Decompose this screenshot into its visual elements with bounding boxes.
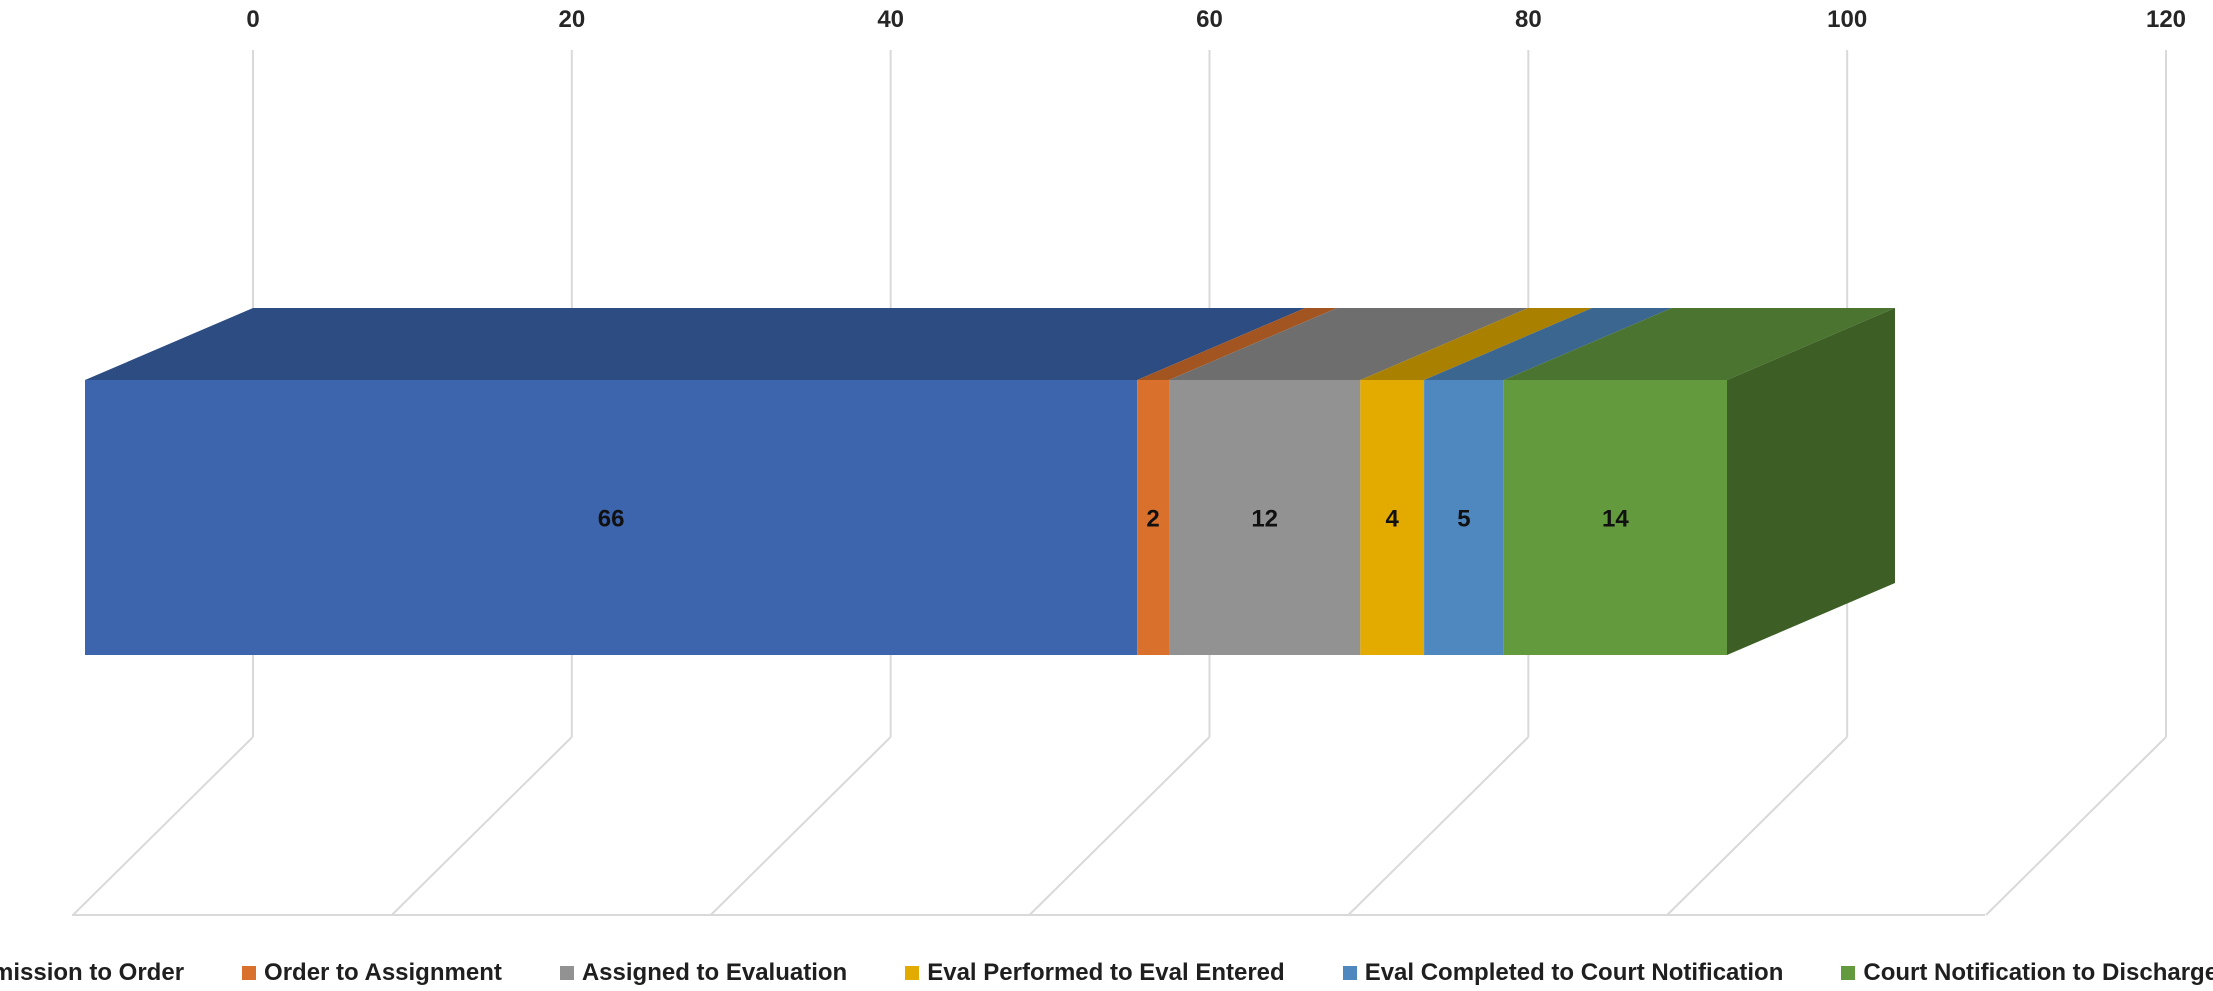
legend-item: Admission to Order [0, 959, 184, 987]
x-tick-label: 40 [877, 6, 904, 33]
legend-item: Eval Performed to Eval Entered [905, 959, 1285, 987]
bar-segments [85, 308, 1895, 655]
gridline-floor [1347, 736, 1530, 916]
x-tick-label: 60 [1196, 6, 1223, 33]
data-label: 66 [598, 506, 625, 533]
bar-front-face [85, 380, 1138, 655]
legend-label: Court Notification to Discharge [1863, 959, 2213, 986]
legend-item: Order to Assignment [242, 959, 502, 987]
data-label: 5 [1457, 506, 1470, 533]
bar-top-face [85, 308, 1306, 380]
data-labels: 66 2 12 4 5 14 [598, 506, 1630, 533]
legend-item: Court Notification to Discharge [1841, 959, 2213, 987]
legend-swatch [905, 966, 920, 980]
bar-front-face [1424, 380, 1504, 655]
bar-segment [85, 308, 1306, 655]
legend-item: Eval Completed to Court Notification [1342, 959, 1784, 987]
gridline-floor [391, 736, 573, 916]
legend-label: Eval Performed to Eval Entered [927, 959, 1285, 986]
legend-label: Admission to Order [0, 959, 185, 986]
x-tick-label: 80 [1515, 6, 1542, 33]
bar-segment [1360, 308, 1593, 655]
x-tick-label: 120 [2146, 6, 2186, 33]
gridline-floor [72, 736, 254, 916]
axis-tick-labels: 0 20 40 60 80 100 120 [246, 6, 2186, 33]
bar-segment [1137, 308, 1338, 655]
legend-swatch [242, 966, 257, 980]
data-label: 2 [1146, 506, 1159, 533]
x-tick-label: 20 [558, 6, 585, 33]
bar-top-face [1503, 308, 1895, 380]
bar-front-face [1169, 380, 1361, 655]
legend-swatch [1841, 966, 1856, 980]
x-tick-label: 100 [1827, 6, 1867, 33]
gridline-floor [1666, 736, 1848, 916]
data-label: 12 [1251, 506, 1278, 533]
legend-label: Order to Assignment [264, 959, 502, 986]
legend: Admission to Order Order to Assignment Ass… [0, 955, 2213, 991]
legend-label: Eval Completed to Court Notification [1364, 959, 1784, 986]
gridline-floor [709, 736, 892, 916]
gridline-floor [1028, 736, 1211, 916]
data-label: 14 [1602, 506, 1629, 533]
bar-top-face [1169, 308, 1529, 380]
legend-swatch [1342, 966, 1357, 980]
data-label: 4 [1386, 506, 1400, 533]
bar-top-face [1137, 308, 1338, 380]
gridline-floor [1985, 736, 2167, 916]
legend-label: Assigned to Evaluation [581, 959, 848, 986]
bar-segment [1169, 308, 1529, 655]
bar-front-face [1360, 380, 1425, 655]
bar-segment [1424, 308, 1672, 655]
bar-top-face [1360, 308, 1593, 380]
bar-front-face [1137, 380, 1170, 655]
bar-segment [1503, 308, 1895, 655]
bar-top-face [1424, 308, 1672, 380]
legend-swatch [559, 966, 574, 980]
legend-item: Assigned to Evaluation [559, 959, 848, 987]
bar-side-face [1726, 308, 1895, 655]
x-tick-label: 0 [246, 6, 259, 33]
bar-front-face [1503, 380, 1727, 655]
